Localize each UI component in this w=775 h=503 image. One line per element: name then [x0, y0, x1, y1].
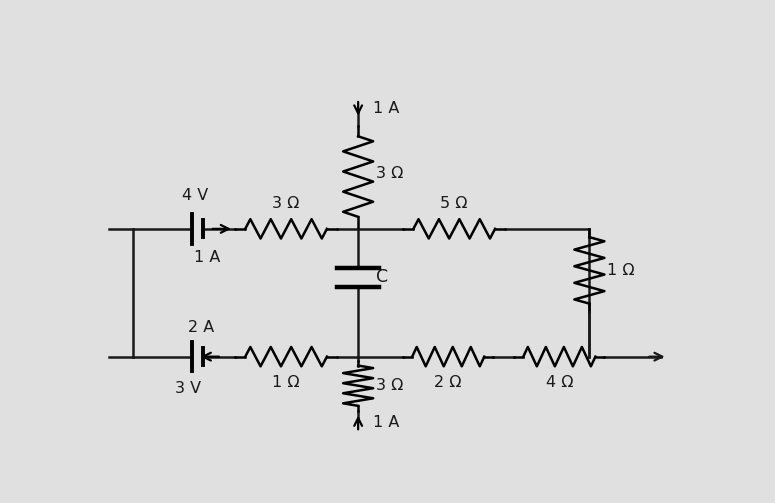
Text: 4 V: 4 V: [181, 188, 208, 203]
Text: 3 V: 3 V: [175, 381, 201, 396]
Text: 2 A: 2 A: [188, 320, 214, 336]
Text: 4 Ω: 4 Ω: [546, 375, 573, 390]
Text: 5 Ω: 5 Ω: [440, 196, 468, 211]
Text: 1 Ω: 1 Ω: [272, 375, 300, 390]
Text: 3 Ω: 3 Ω: [376, 166, 404, 181]
Text: C: C: [376, 268, 388, 286]
Text: 3 Ω: 3 Ω: [376, 378, 404, 393]
Text: 2 Ω: 2 Ω: [435, 375, 462, 390]
Text: 1 A: 1 A: [374, 101, 400, 116]
Text: 3 Ω: 3 Ω: [272, 196, 300, 211]
Text: 1 Ω: 1 Ω: [608, 263, 635, 278]
Text: 1 A: 1 A: [374, 415, 400, 430]
Text: 1 A: 1 A: [194, 250, 220, 265]
